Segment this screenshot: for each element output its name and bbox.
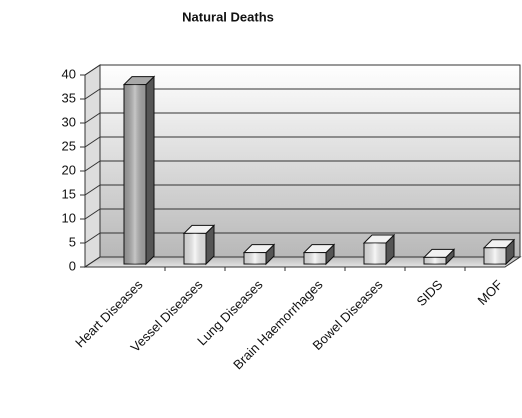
grid-line xyxy=(84,64,101,76)
grid-line xyxy=(84,256,101,268)
grid-line xyxy=(84,184,101,196)
bar-group xyxy=(422,248,456,266)
grid-line xyxy=(84,112,101,124)
y-tick-label: 5 xyxy=(69,234,76,249)
bar-side xyxy=(145,75,155,266)
y-tick-label: 35 xyxy=(62,90,76,105)
bar-shade xyxy=(364,243,386,264)
bar-group xyxy=(122,75,156,266)
y-tick-label: 0 xyxy=(69,258,76,273)
bar-group xyxy=(362,233,396,266)
bar-group xyxy=(302,243,336,266)
grid-line xyxy=(84,88,101,100)
grid-line xyxy=(84,136,101,148)
bar-shade xyxy=(304,252,326,264)
y-tick-label: 10 xyxy=(62,210,76,225)
grid-line xyxy=(84,208,101,220)
y-tick-label: 30 xyxy=(62,114,76,129)
bar-group xyxy=(242,243,276,266)
chart-title: Natural Deaths xyxy=(182,9,274,24)
grid-line xyxy=(84,160,101,172)
bar-group xyxy=(182,224,216,266)
bar-shade xyxy=(124,84,146,264)
bar-shade xyxy=(244,252,266,264)
x-tick-label: SIDS xyxy=(413,277,445,309)
y-tick-label: 15 xyxy=(62,186,76,201)
bar-shade xyxy=(184,233,206,264)
y-tick-label: 20 xyxy=(62,162,76,177)
y-tick-label: 40 xyxy=(62,66,76,81)
bar-group xyxy=(482,238,516,266)
y-tick-label: 25 xyxy=(62,138,76,153)
bar-shade xyxy=(484,247,506,264)
bar-shade xyxy=(424,257,446,264)
grid-line xyxy=(84,232,101,244)
x-tick-label: MOF xyxy=(475,277,506,308)
